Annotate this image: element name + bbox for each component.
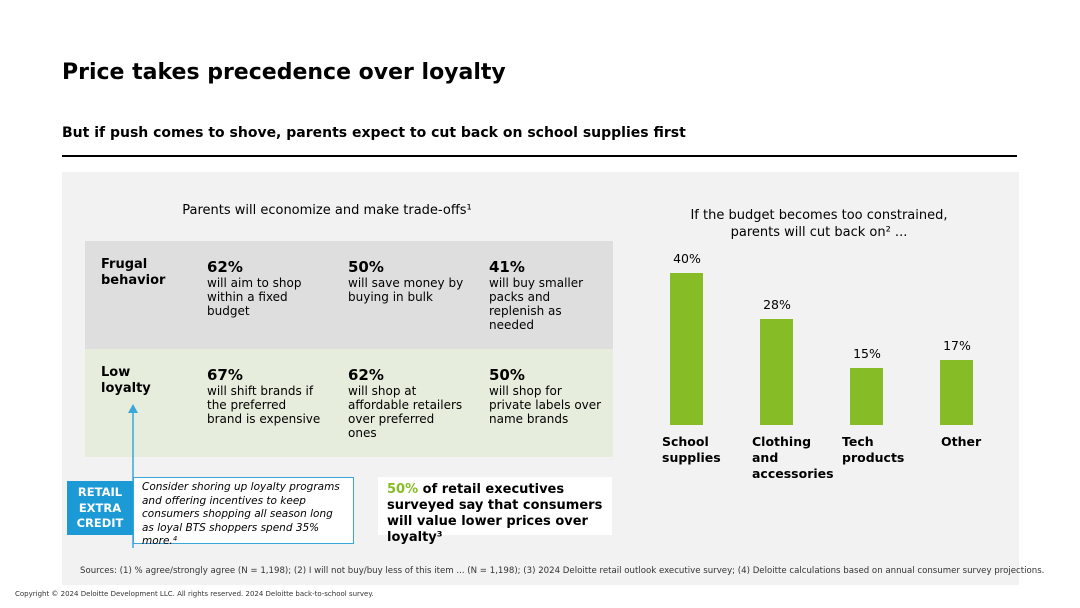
value-label: 40% bbox=[673, 251, 701, 266]
bar bbox=[760, 318, 793, 425]
title: Price takes precedence over loyalty bbox=[62, 60, 506, 85]
table-cell: 50% will save money by buying in bulk bbox=[348, 258, 466, 304]
category-label: Tech products bbox=[842, 434, 905, 465]
row-label: Low loyalty bbox=[101, 365, 151, 396]
bar bbox=[940, 360, 973, 425]
sources: Sources: (1) % agree/strongly agree (N =… bbox=[80, 566, 1045, 576]
category-label: School supplies bbox=[662, 434, 721, 465]
subtitle: But if push comes to shove, parents expe… bbox=[62, 125, 686, 141]
cell-percent: 41% bbox=[489, 258, 525, 276]
copyright: Copyright © 2024 Deloitte Development LL… bbox=[15, 590, 374, 598]
table-heading: Parents will economize and make trade-of… bbox=[182, 203, 472, 218]
bar bbox=[850, 368, 883, 425]
cell-text: will aim to shop within a fixed budget bbox=[207, 276, 302, 318]
row-label: Frugal behavior bbox=[101, 257, 166, 288]
cell-percent: 62% bbox=[207, 258, 243, 276]
cell-percent: 50% bbox=[489, 366, 525, 384]
table-cell: 67% will shift brands if the preferred br… bbox=[207, 366, 325, 426]
chart-title: If the budget becomes too constrained, p… bbox=[690, 208, 948, 240]
category-label: Other bbox=[941, 434, 982, 449]
callout-tag: RETAIL EXTRA CREDIT bbox=[67, 481, 133, 535]
cell-text: will shop for private labels over name b… bbox=[489, 384, 602, 426]
category-label: Clothing and accessories bbox=[752, 434, 834, 481]
cell-text: will save money by buying in bulk bbox=[348, 276, 464, 304]
table-row: Frugal behavior 62% will aim to shop withi… bbox=[85, 241, 613, 349]
value-label: 15% bbox=[853, 346, 881, 361]
bar bbox=[670, 273, 703, 425]
table-cell: 62% will aim to shop within a fixed budge… bbox=[207, 258, 325, 318]
value-label: 28% bbox=[763, 296, 791, 312]
table-row: Low loyalty 67% will shift brands if the p… bbox=[85, 349, 613, 457]
table-cell: 50% will shop for private labels over nam… bbox=[489, 366, 607, 426]
exec-note: 50% of retail executives surveyed say th… bbox=[378, 477, 612, 545]
exec-highlight: 50% bbox=[387, 482, 419, 497]
cell-percent: 50% bbox=[348, 258, 384, 276]
cell-percent: 67% bbox=[207, 366, 243, 384]
cell-text: will shift brands if the preferred brand… bbox=[207, 384, 321, 426]
callout: Consider shoring up loyalty programs and… bbox=[133, 477, 354, 547]
cell-percent: 62% bbox=[348, 366, 384, 384]
value-label: 17% bbox=[943, 338, 971, 354]
table-cell: 41% will buy smaller packs and replenish … bbox=[489, 258, 607, 332]
exec-text: of retail executives surveyed say that c… bbox=[387, 482, 603, 545]
arrow-head bbox=[128, 404, 138, 413]
divider bbox=[62, 155, 1017, 157]
table-cell: 62% will shop at affordable retailers ove… bbox=[348, 366, 466, 440]
cell-text: will shop at affordable retailers over p… bbox=[348, 384, 463, 440]
cell-text: will buy smaller packs and replenish as … bbox=[489, 276, 584, 332]
